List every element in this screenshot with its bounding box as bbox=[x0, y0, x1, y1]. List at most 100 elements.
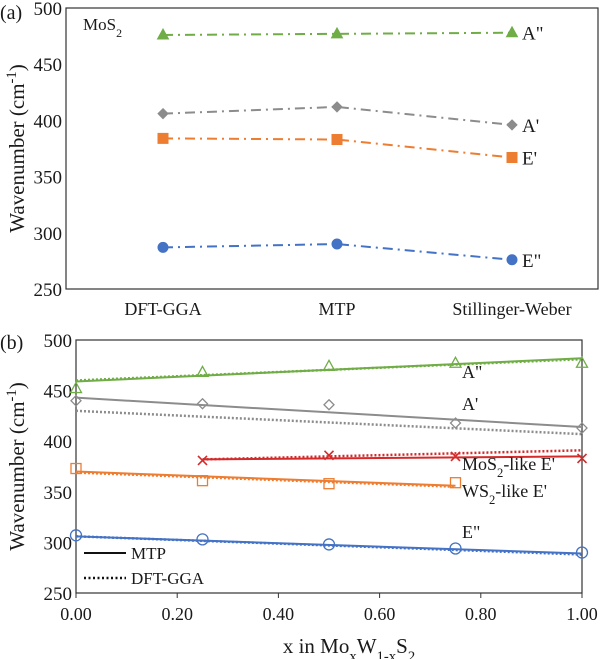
dft-gga-fit-line bbox=[202, 449, 583, 461]
triangle-marker bbox=[69, 381, 83, 394]
diamond-marker bbox=[323, 398, 335, 411]
diamond-marker bbox=[70, 394, 82, 407]
text-segment: x in Mo bbox=[283, 634, 350, 658]
text-segment: ) bbox=[5, 64, 29, 71]
x-axis-label: x in MoxW1-xS2 bbox=[283, 634, 415, 659]
y-tick-label: 450 bbox=[44, 382, 73, 403]
panel-label: (a) bbox=[0, 2, 22, 24]
diamond-marker bbox=[196, 397, 209, 410]
circle-marker bbox=[506, 254, 518, 266]
square-marker bbox=[331, 134, 343, 146]
square-marker bbox=[506, 151, 518, 163]
triangle-marker bbox=[575, 355, 589, 368]
series-0 bbox=[69, 355, 589, 394]
panel-label: (b) bbox=[0, 332, 23, 354]
annotation-mos2: MoS2 bbox=[83, 15, 122, 40]
square-marker bbox=[449, 477, 462, 489]
triangle-marker bbox=[322, 358, 336, 371]
series-2: E' bbox=[157, 132, 537, 169]
text-segment: S bbox=[396, 634, 408, 658]
y-tick-label: 300 bbox=[44, 533, 73, 554]
series-line bbox=[162, 137, 513, 159]
series-0: A" bbox=[156, 24, 543, 45]
series-label: A' bbox=[522, 116, 539, 137]
panel-a: (a) 250 300 350 400 450 500 DFT-GGA MTP Stillinge… bbox=[0, 0, 599, 319]
legend: MTP DFT-GGA bbox=[84, 544, 205, 588]
circle-marker bbox=[69, 529, 83, 542]
triangle-marker bbox=[505, 25, 519, 38]
circle-marker bbox=[575, 546, 589, 559]
diamond-marker bbox=[506, 119, 518, 131]
x-tick-label: 1.00 bbox=[566, 604, 598, 624]
series-label: A" bbox=[462, 362, 482, 382]
x-tick-label: 0.60 bbox=[364, 604, 396, 624]
circle-marker bbox=[449, 542, 462, 555]
square-marker bbox=[196, 475, 209, 487]
y-axis-label: Wavenumber (cm-1) bbox=[4, 382, 29, 551]
legend-label: DFT-GGA bbox=[131, 569, 205, 588]
triangle-marker bbox=[195, 365, 210, 378]
y-tick-label: 450 bbox=[34, 55, 63, 76]
text-segment: WS bbox=[462, 481, 489, 501]
series-line bbox=[162, 243, 513, 261]
y-tick-label: 350 bbox=[34, 168, 63, 189]
series-line bbox=[162, 31, 513, 36]
x-marker bbox=[450, 451, 461, 462]
triangle-marker bbox=[156, 27, 170, 40]
circle-marker bbox=[157, 241, 169, 253]
series-label: E" bbox=[462, 522, 480, 542]
y-axis-label: Wavenumber (cm-1) bbox=[4, 64, 29, 233]
circle-marker bbox=[196, 533, 209, 546]
y-tick-label: 500 bbox=[44, 331, 73, 352]
mtp-fit-line bbox=[75, 396, 583, 429]
text-segment: 2 bbox=[489, 493, 495, 507]
series-3 bbox=[70, 462, 462, 490]
plot-area-frame bbox=[75, 339, 583, 594]
diamond-marker bbox=[449, 417, 462, 429]
y-tick-label: 250 bbox=[34, 280, 63, 301]
text-segment: 2 bbox=[497, 466, 503, 480]
diamond-marker bbox=[157, 107, 169, 120]
y-tick-label: 500 bbox=[34, 0, 63, 20]
square-marker bbox=[323, 478, 335, 490]
x-tick-label: 0.20 bbox=[161, 604, 193, 624]
text-segment: Wavenumber (cm bbox=[5, 83, 29, 232]
panel-b: (b) 250 300 350 400 450 500 0.00 0.20 0.40 0.60 0.8… bbox=[0, 331, 598, 624]
text-segment: Wavenumber (cm bbox=[5, 401, 29, 550]
dft-gga-fit-line bbox=[75, 409, 583, 436]
x-tick-label: MTP bbox=[318, 299, 355, 319]
x-marker bbox=[197, 455, 208, 466]
series-label: MoS2-like E' bbox=[462, 454, 555, 480]
text-segment: -like E' bbox=[503, 454, 555, 474]
text-segment: MoS bbox=[83, 15, 116, 34]
plot-area-frame bbox=[65, 7, 599, 290]
text-segment: E" bbox=[462, 522, 480, 542]
series-label: A" bbox=[522, 24, 543, 45]
triangle-marker bbox=[448, 355, 463, 368]
x-tick-label: 0.80 bbox=[465, 604, 497, 624]
x-tick-label: Stillinger-Weber bbox=[452, 299, 571, 319]
mtp-fit-line bbox=[75, 470, 456, 487]
series-label: WS2-like E' bbox=[462, 481, 547, 507]
text-segment: 1-x bbox=[377, 649, 397, 659]
y-tick-label: 300 bbox=[34, 224, 63, 245]
square-marker bbox=[70, 462, 82, 475]
text-segment: MoS bbox=[462, 454, 497, 474]
x-marker bbox=[323, 450, 335, 461]
series-1 bbox=[70, 394, 588, 436]
text-segment: 2 bbox=[408, 649, 415, 659]
text-segment: ) bbox=[5, 382, 29, 389]
mtp-fit-line bbox=[75, 535, 583, 555]
text-segment: -like E' bbox=[495, 481, 547, 501]
series-1: A' bbox=[157, 101, 539, 137]
series-4 bbox=[69, 529, 589, 559]
text-segment: 2 bbox=[116, 26, 122, 40]
x-tick-label: 0.40 bbox=[263, 604, 295, 624]
triangle-marker bbox=[330, 26, 344, 39]
circle-marker bbox=[322, 538, 336, 551]
x-tick-label: DFT-GGA bbox=[124, 299, 201, 319]
series-label: E' bbox=[522, 148, 537, 169]
y-tick-label: 350 bbox=[44, 483, 73, 504]
diamond-marker bbox=[331, 101, 343, 113]
